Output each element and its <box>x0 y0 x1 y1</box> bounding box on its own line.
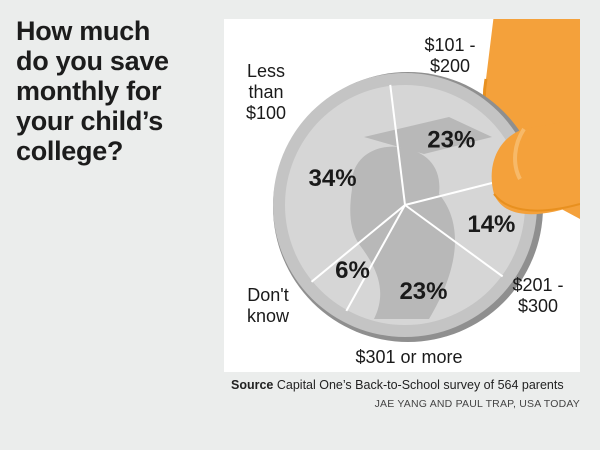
source-text: Capital One’s Back-to-School survey of 5… <box>276 378 564 392</box>
category-label-line: $200 <box>430 56 470 76</box>
title-line: college? <box>16 136 124 166</box>
category-label-line: $300 <box>518 296 558 316</box>
category-label: Less than $100 <box>246 61 286 123</box>
value-label: 23% <box>399 278 447 305</box>
title-line: your child’s <box>16 106 163 136</box>
category-label-line: Don't <box>247 285 288 305</box>
category-label: Don't know <box>247 285 290 326</box>
category-label-line: $201 - <box>512 275 563 295</box>
chart-panel: 23% 14% 23% 6% 34% $101 -$200 $201 -$300 $301 … <box>224 19 580 372</box>
source-note: Source Capital One’s Back-to-School surv… <box>231 378 564 392</box>
pie-slice-divider <box>389 84 406 206</box>
category-labels: $101 -$200 $201 -$300 $301 or more Don't kno… <box>246 35 564 367</box>
title-line: How much <box>16 16 151 46</box>
title-line: monthly for <box>16 76 162 106</box>
fingertip-illustration <box>491 119 580 215</box>
coin-pie-chart: 23% 14% 23% 6% 34% $101 -$200 $201 -$300 $301 … <box>246 19 580 367</box>
category-label-line: Less <box>247 61 285 81</box>
value-label: 6% <box>335 257 370 284</box>
title-line: do you save <box>16 46 169 76</box>
category-label-line: $301 or more <box>355 347 462 367</box>
category-label: $101 -$200 <box>424 35 475 76</box>
value-label: 23% <box>427 126 475 153</box>
category-label-line: than <box>248 82 283 102</box>
category-label: $301 or more <box>355 347 462 367</box>
graduate-silhouette <box>350 117 492 319</box>
category-label-line: $101 - <box>424 35 475 55</box>
source-label: Source <box>231 378 274 392</box>
value-label: 14% <box>467 211 515 238</box>
category-label: $201 -$300 <box>512 275 563 316</box>
pie-slice-divider <box>310 204 406 283</box>
chart-title: How much do you save monthly for your ch… <box>16 16 226 166</box>
credit-line: JAE YANG AND PAUL TRAP, USA TODAY <box>374 398 580 410</box>
category-label-line: $100 <box>246 103 286 123</box>
value-label: 34% <box>309 165 357 192</box>
category-label-line: know <box>247 306 290 326</box>
pie-slice-divider <box>345 204 406 312</box>
pie-slice-divider <box>404 204 504 278</box>
value-labels: 23% 14% 23% 6% 34% <box>309 126 516 305</box>
